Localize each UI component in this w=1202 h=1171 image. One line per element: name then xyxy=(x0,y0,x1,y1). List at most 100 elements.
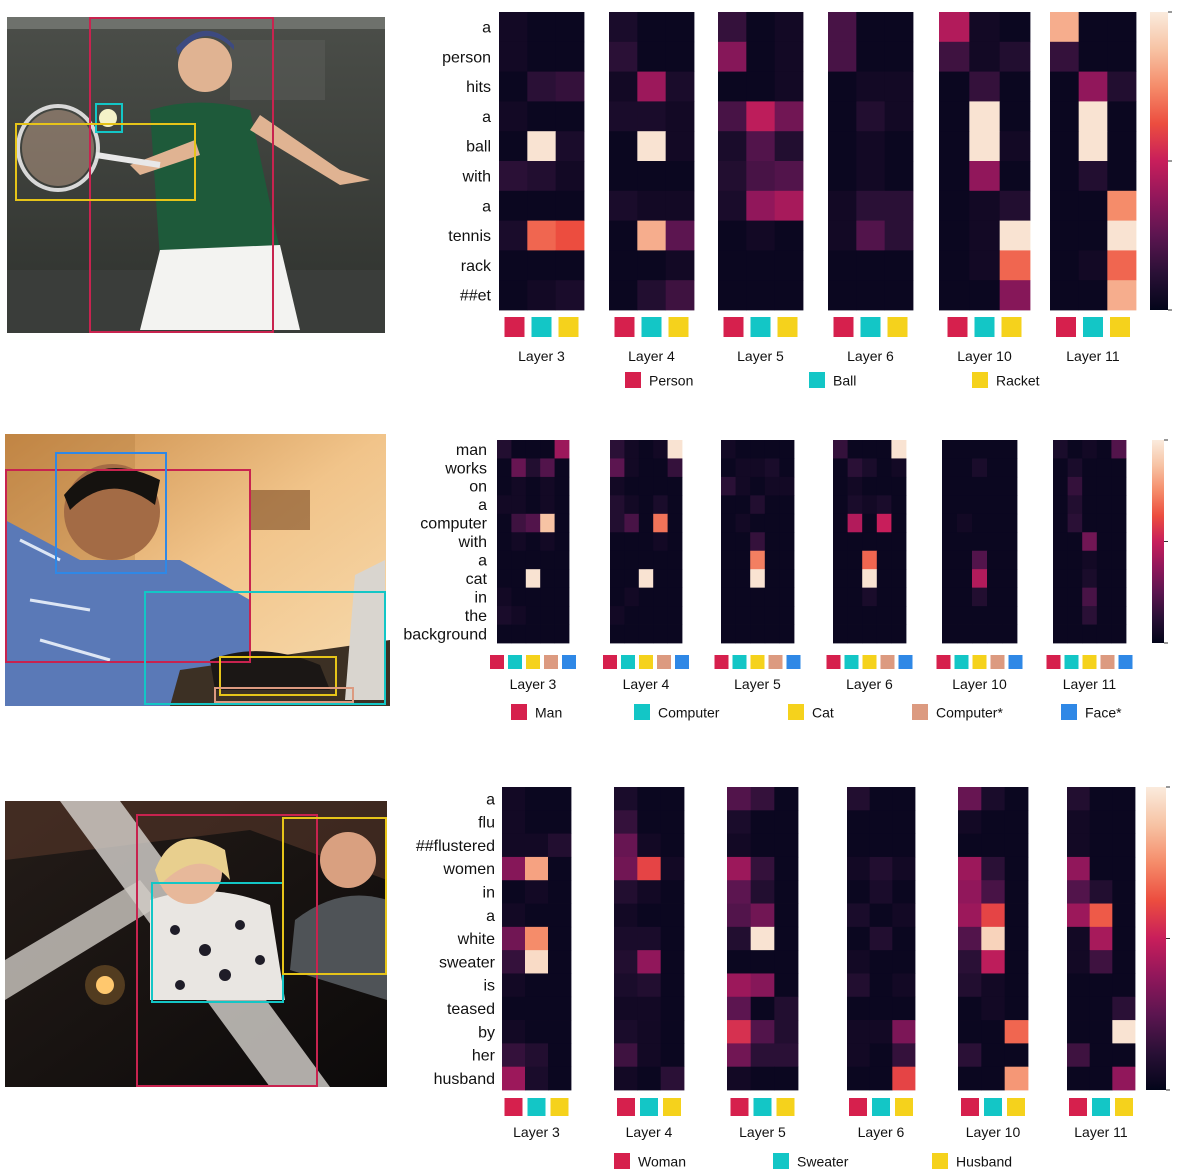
heatmap-cell xyxy=(869,903,893,928)
token-label: with xyxy=(458,534,487,551)
heatmap-cell xyxy=(746,41,776,72)
heatmap-cell xyxy=(884,280,914,311)
heatmap-cell xyxy=(1111,569,1127,589)
heatmap-cell xyxy=(502,973,526,998)
heatmap-cell xyxy=(1089,1043,1113,1068)
entity-swatch xyxy=(562,655,576,669)
heatmap-cell xyxy=(667,476,683,496)
heatmap-cell xyxy=(665,71,695,102)
heatmap-cell xyxy=(554,587,570,607)
heatmap-cell xyxy=(942,476,958,496)
heatmap-cell xyxy=(746,101,776,132)
heatmap-cell xyxy=(1004,926,1029,951)
heatmap-cell xyxy=(1002,624,1018,644)
heatmap-cell xyxy=(1004,833,1029,858)
heatmap-cell xyxy=(774,71,804,102)
heatmap-cell xyxy=(891,458,907,478)
heatmap-cell xyxy=(718,71,747,102)
colorbar-tick-label: 0.4 xyxy=(1174,0,1196,4)
heatmap-cell xyxy=(665,250,695,281)
heatmap-cell xyxy=(525,856,549,881)
heatmap-cell xyxy=(958,1043,982,1068)
heatmap-cell xyxy=(624,587,640,607)
heatmap-cell xyxy=(540,550,555,570)
heatmap-cell xyxy=(638,532,654,552)
heatmap-cell xyxy=(497,624,512,644)
heatmap-cell xyxy=(1089,1020,1113,1044)
heatmap-cell xyxy=(862,624,878,644)
heatmap-cell xyxy=(497,606,512,625)
heatmap-cell xyxy=(876,587,892,607)
heatmap-cell xyxy=(847,810,871,835)
heatmap-cell xyxy=(847,513,863,533)
heatmap-cell xyxy=(981,810,1006,835)
heatmap-cell xyxy=(727,810,752,835)
heatmap-cell xyxy=(554,532,570,552)
heatmap-cell xyxy=(554,606,570,625)
heatmap-cell xyxy=(624,513,640,533)
heatmap-cell xyxy=(957,569,973,589)
heatmap-cell xyxy=(721,569,736,589)
legend-label: Person xyxy=(649,373,693,389)
heatmap-cell xyxy=(1004,973,1029,998)
heatmap-cell xyxy=(660,856,685,881)
heatmap-cell xyxy=(774,280,804,311)
heatmap-cell xyxy=(1050,12,1080,43)
legend-item: Face* xyxy=(1061,704,1122,721)
heatmap-cell xyxy=(884,12,914,43)
heatmap-cell xyxy=(1067,606,1083,625)
heatmap-cell xyxy=(828,190,857,221)
entity-swatch xyxy=(640,1098,658,1116)
legend-item: Cat xyxy=(788,704,834,721)
entity-swatch xyxy=(862,655,877,669)
heatmap-cell xyxy=(502,926,526,951)
heatmap-cell xyxy=(847,880,871,904)
heatmap-cell xyxy=(892,810,916,835)
heatmap-cell xyxy=(1002,458,1018,478)
heatmap-cell xyxy=(884,131,914,162)
heatmap-cell xyxy=(1002,495,1018,515)
heatmap-cell xyxy=(939,190,970,221)
token-label: a xyxy=(478,553,487,570)
heatmap-cell xyxy=(609,12,638,43)
heatmap-cell xyxy=(735,440,751,459)
heatmap-cell xyxy=(727,1066,752,1091)
heatmap-cell xyxy=(1107,131,1137,162)
heatmap-cell xyxy=(1002,550,1018,570)
heatmap-cell xyxy=(876,624,892,644)
heatmap-cell xyxy=(1053,476,1068,496)
heatmap-cell xyxy=(999,161,1031,192)
heatmap-cell xyxy=(1078,161,1108,192)
heatmap-cell xyxy=(502,833,526,858)
layer-label: Layer 4 xyxy=(628,348,675,364)
heatmap-cell xyxy=(869,833,893,858)
heatmap-layer-3 xyxy=(497,440,570,644)
heatmap-cell xyxy=(999,280,1031,311)
heatmap-cell xyxy=(958,996,982,1021)
entity-swatch xyxy=(1110,317,1130,337)
photo-sweater-boxes xyxy=(136,814,387,1087)
token-label: flu xyxy=(478,815,495,832)
colorbar-tick-label: 0.0 xyxy=(1170,0,1185,3)
heatmap-cell xyxy=(847,458,863,478)
heatmap-cell xyxy=(1053,606,1068,625)
heatmap-cell xyxy=(999,190,1031,221)
heatmap-cell xyxy=(833,476,848,496)
heatmap-cell xyxy=(1004,880,1029,904)
heatmap-cell xyxy=(525,569,541,589)
heatmap-cell xyxy=(972,440,988,459)
entity-swatch xyxy=(984,1098,1002,1116)
entity-swatch xyxy=(641,317,662,337)
legend-item: Man xyxy=(511,704,562,721)
entity-swatch xyxy=(786,655,801,669)
heatmap-cell xyxy=(1112,833,1136,858)
heatmap-cell xyxy=(555,131,585,162)
token-label: a xyxy=(482,198,491,215)
heatmap-cell xyxy=(721,550,736,570)
heatmap-cell xyxy=(502,996,526,1021)
heatmap-cell xyxy=(862,532,878,552)
heatmap-cell xyxy=(638,458,654,478)
heatmap-cell xyxy=(746,12,776,43)
heatmap-cell xyxy=(1082,606,1098,625)
heatmap-cell xyxy=(555,250,585,281)
